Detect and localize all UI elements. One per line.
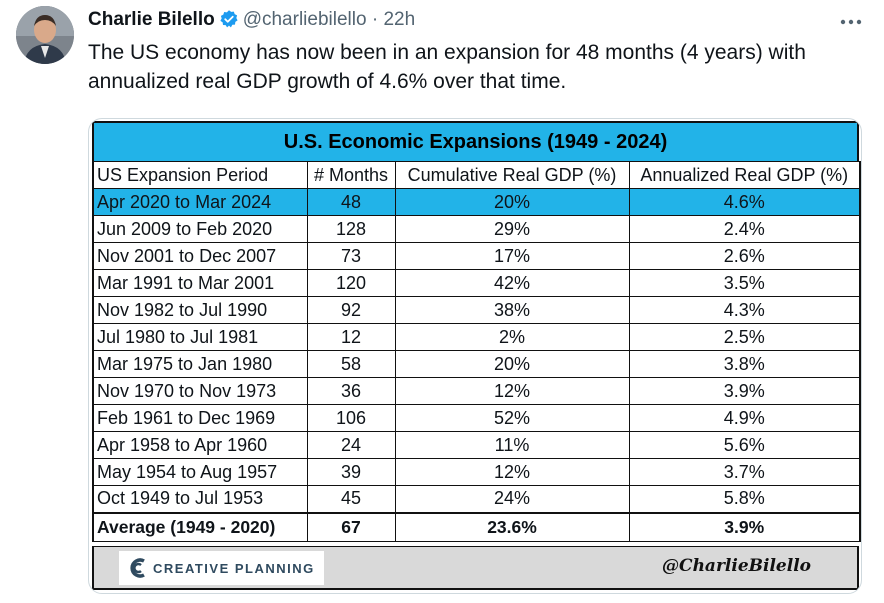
cell-period: May 1954 to Aug 1957	[92, 458, 308, 486]
cell-cumulative: 12%	[394, 458, 630, 486]
more-options-icon[interactable]	[834, 12, 868, 32]
cell-cumulative: 20%	[394, 188, 630, 216]
cell-period: Nov 2001 to Dec 2007	[92, 242, 308, 270]
table-row: Nov 2001 to Dec 2007 73 17% 2.6%	[92, 242, 861, 270]
avatar-photo	[16, 6, 74, 64]
cell-cumulative: 2%	[394, 323, 630, 351]
cell-months: 73	[306, 242, 396, 270]
column-header-annualized: Annualized Real GDP (%)	[628, 161, 861, 189]
cell-annualized: 2.6%	[628, 242, 861, 270]
creative-planning-logo-icon	[130, 558, 145, 578]
cell-cumulative: 38%	[394, 296, 630, 324]
author-handle[interactable]: @charliebilello	[242, 9, 367, 30]
table-row: Jun 2009 to Feb 2020 128 29% 2.4%	[92, 215, 861, 243]
cell-cumulative: 11%	[394, 431, 630, 459]
cell-annualized: 2.5%	[628, 323, 861, 351]
cell-annualized: 4.9%	[628, 404, 861, 432]
expansions-table-image: U.S. Economic Expansions (1949 - 2024) U…	[92, 121, 861, 590]
tweet-image[interactable]: U.S. Economic Expansions (1949 - 2024) U…	[88, 118, 862, 594]
cell-months: 39	[306, 458, 396, 486]
verified-badge-icon[interactable]	[219, 9, 239, 36]
cell-months: 45	[306, 485, 396, 513]
logo-text: CREATIVE PLANNING	[153, 560, 315, 576]
cell-annualized: 5.8%	[628, 485, 861, 513]
cell-cumulative: 29%	[394, 215, 630, 243]
cell-cumulative: 42%	[394, 269, 630, 297]
table-row: Apr 1958 to Apr 1960 24 11% 5.6%	[92, 431, 861, 459]
cell-annualized: 3.9%	[628, 377, 861, 405]
cell-months: 24	[306, 431, 396, 459]
signature: @CharlieBilello	[662, 556, 811, 576]
cell-cumulative: 24%	[394, 485, 630, 513]
cell-annualized: 2.4%	[628, 215, 861, 243]
cell-period: Apr 2020 to Mar 2024	[92, 188, 308, 216]
cell-annualized: 4.6%	[628, 188, 861, 216]
cell-annualized: 4.3%	[628, 296, 861, 324]
cell-months: 48	[306, 188, 396, 216]
cell-period: Mar 1975 to Jan 1980	[92, 350, 308, 378]
separator: ·	[371, 9, 379, 30]
cell-period: Mar 1991 to Mar 2001	[92, 269, 308, 297]
table-footer: CREATIVE PLANNING @CharlieBilello	[92, 546, 859, 590]
column-header-cumulative: Cumulative Real GDP (%)	[394, 161, 630, 189]
average-cumulative: 23.6%	[394, 511, 630, 542]
table-row: Nov 1982 to Jul 1990 92 38% 4.3%	[92, 296, 861, 324]
cell-cumulative: 52%	[394, 404, 630, 432]
cell-annualized: 3.8%	[628, 350, 861, 378]
column-header-period: US Expansion Period	[92, 161, 308, 189]
table-average-row: Average (1949 - 2020) 67 23.6% 3.9%	[92, 511, 861, 542]
table-row: Oct 1949 to Jul 1953 45 24% 5.8%	[92, 485, 861, 513]
table-row: Apr 2020 to Mar 2024 48 20% 4.6%	[92, 188, 861, 216]
author-name[interactable]: Charlie Bilello	[88, 9, 215, 30]
timestamp[interactable]: 22h	[383, 9, 416, 30]
cell-annualized: 5.6%	[628, 431, 861, 459]
tweet-text: The US economy has now been in an expans…	[88, 41, 806, 93]
cell-annualized: 3.7%	[628, 458, 861, 486]
cell-months: 92	[306, 296, 396, 324]
cell-cumulative: 17%	[394, 242, 630, 270]
table-row: Mar 1991 to Mar 2001 120 42% 3.5%	[92, 269, 861, 297]
cell-cumulative: 12%	[394, 377, 630, 405]
cell-months: 58	[306, 350, 396, 378]
avatar[interactable]	[16, 6, 74, 64]
table-row: May 1954 to Aug 1957 39 12% 3.7%	[92, 458, 861, 486]
average-annualized: 3.9%	[628, 511, 861, 542]
cell-months: 106	[306, 404, 396, 432]
cell-period: Nov 1970 to Nov 1973	[92, 377, 308, 405]
creative-planning-logo: CREATIVE PLANNING	[119, 551, 324, 585]
average-months: 67	[306, 511, 396, 542]
table-row: Jul 1980 to Jul 1981 12 2% 2.5%	[92, 323, 861, 351]
cell-period: Oct 1949 to Jul 1953	[92, 485, 308, 513]
table-row: Feb 1961 to Dec 1969 106 52% 4.9%	[92, 404, 861, 432]
cell-months: 12	[306, 323, 396, 351]
table-row: Nov 1970 to Nov 1973 36 12% 3.9%	[92, 377, 861, 405]
cell-annualized: 3.5%	[628, 269, 861, 297]
table-title: U.S. Economic Expansions (1949 - 2024)	[92, 121, 859, 161]
table-header-row: US Expansion Period # Months Cumulative …	[92, 161, 861, 189]
cell-months: 120	[306, 269, 396, 297]
cell-period: Jun 2009 to Feb 2020	[92, 215, 308, 243]
column-header-months: # Months	[306, 161, 396, 189]
tweet-header: Charlie Bilello @charliebilello · 22h	[88, 8, 415, 36]
average-period: Average (1949 - 2020)	[92, 511, 308, 542]
cell-period: Feb 1961 to Dec 1969	[92, 404, 308, 432]
cell-months: 128	[306, 215, 396, 243]
cell-period: Apr 1958 to Apr 1960	[92, 431, 308, 459]
cell-months: 36	[306, 377, 396, 405]
table-row: Mar 1975 to Jan 1980 58 20% 3.8%	[92, 350, 861, 378]
cell-cumulative: 20%	[394, 350, 630, 378]
cell-period: Jul 1980 to Jul 1981	[92, 323, 308, 351]
expansions-table: US Expansion Period # Months Cumulative …	[92, 161, 861, 542]
cell-period: Nov 1982 to Jul 1990	[92, 296, 308, 324]
